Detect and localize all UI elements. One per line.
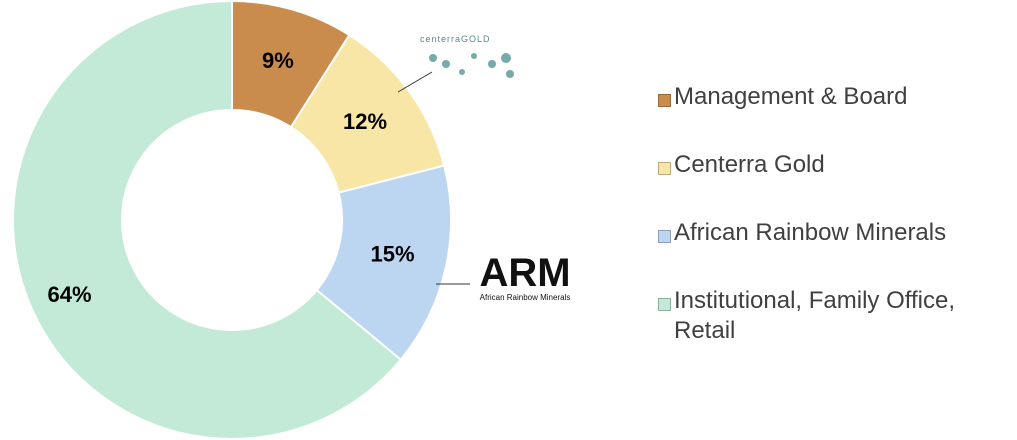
data-label: 12% bbox=[343, 109, 387, 134]
legend-label: African Rainbow Minerals bbox=[674, 219, 947, 246]
donut-slice bbox=[12, 0, 403, 440]
donut: 9% 12% 15% 64% bbox=[12, 0, 452, 440]
leader-line bbox=[397, 71, 433, 93]
legend: Management & Board Centerra Gold African R… bbox=[658, 82, 1017, 384]
legend-label: Institutional, Family Office, Retail bbox=[674, 287, 955, 344]
donut-slice bbox=[315, 164, 452, 362]
legend-label: Centerra Gold bbox=[674, 151, 825, 178]
logo-text: centerraGOLD bbox=[420, 34, 491, 44]
logo-subtext: African Rainbow Minerals bbox=[480, 293, 571, 302]
legend-swatch bbox=[658, 230, 671, 243]
legend-label: Management & Board bbox=[674, 83, 908, 110]
legend-swatch bbox=[658, 162, 671, 175]
legend-item: Centerra Gold bbox=[658, 150, 1017, 180]
legend-item: Institutional, Family Office, Retail bbox=[658, 286, 1017, 346]
legend-swatch bbox=[658, 298, 671, 311]
legend-swatch bbox=[658, 94, 671, 107]
logo-text: ARM bbox=[479, 251, 570, 295]
data-label: 64% bbox=[48, 282, 92, 307]
data-label: 9% bbox=[262, 48, 294, 73]
legend-item: Management & Board bbox=[658, 82, 1017, 112]
legend-item: African Rainbow Minerals bbox=[658, 218, 1017, 248]
data-label: 15% bbox=[371, 242, 415, 267]
logo bbox=[429, 53, 514, 78]
